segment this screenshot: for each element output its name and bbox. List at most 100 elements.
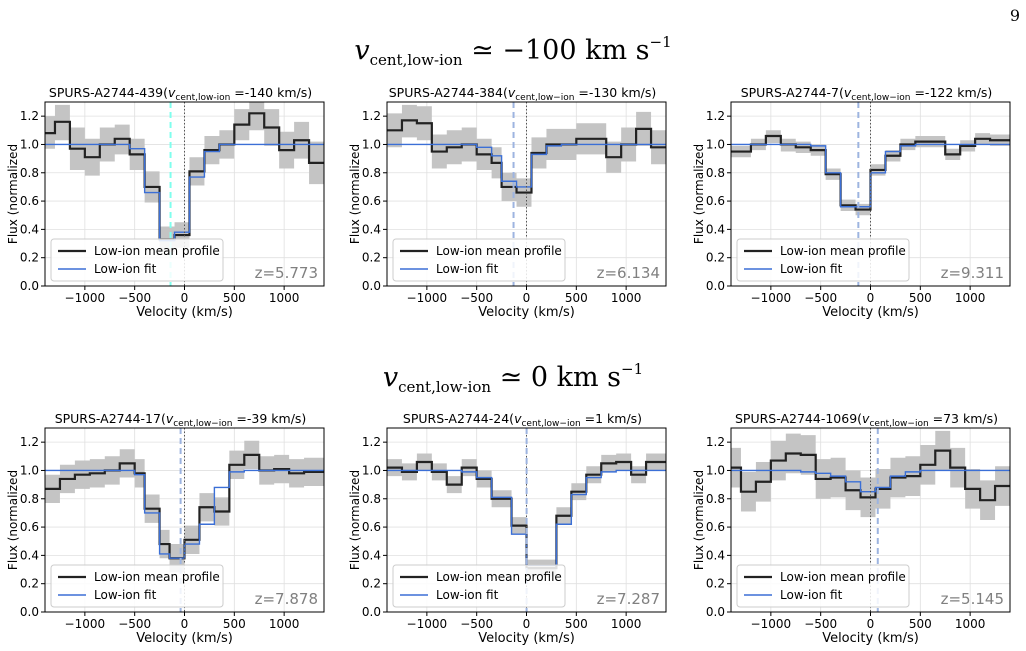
title-v-symbol: v xyxy=(514,411,522,426)
error-band xyxy=(387,104,666,207)
fit-line xyxy=(731,469,1010,493)
spectrum-panel: −1000 −500 0 500 1000 0.0 0.2 0.4 0.6 0.8 1.0 1.2 Ve… xyxy=(348,85,667,320)
legend-box xyxy=(50,238,224,282)
y-axis-label: Flux (normalized xyxy=(348,144,362,244)
title-object-name: SPURS-A2744-384( xyxy=(389,85,508,100)
title-value: =-140 km/s) xyxy=(230,85,312,100)
x-tick-label: 500 xyxy=(223,291,246,305)
title-v-symbol: v xyxy=(508,85,516,100)
y-tick-label: 0.0 xyxy=(706,605,725,619)
x-axis-label: Velocity (km/s) xyxy=(136,631,233,646)
heading-superscript: −1 xyxy=(649,33,672,51)
redshift-label: z=9.311 xyxy=(941,264,1004,282)
x-tick-label: −1000 xyxy=(407,617,448,631)
title-object-name: SPURS-A2744-439( xyxy=(49,85,168,100)
y-tick-label: 0.6 xyxy=(20,520,39,534)
legend-fit-label: Low-ion fit xyxy=(780,262,843,276)
legend-profile-label: Low-ion mean profile xyxy=(94,244,220,258)
x-tick-label: 0 xyxy=(867,617,875,631)
title-subscript: cent,low−ion xyxy=(869,419,928,429)
spectrum-panel: −1000 −500 0 500 1000 0.0 0.2 0.4 0.6 0.8 1.0 1.2 Ve… xyxy=(348,411,667,646)
x-axis-label: Velocity (km/s) xyxy=(822,631,919,646)
y-tick-label: 0.8 xyxy=(362,492,381,506)
y-tick-label: 0.8 xyxy=(706,166,725,180)
redshift-label: z=7.878 xyxy=(255,590,318,608)
title-object-name: SPURS-A2744-1069( xyxy=(735,411,862,426)
y-tick-label: 1.0 xyxy=(362,137,381,151)
title-v-symbol: v xyxy=(862,411,870,426)
title-v-symbol: v xyxy=(844,85,852,100)
x-tick-label: 0 xyxy=(867,291,875,305)
x-tick-label: 500 xyxy=(223,617,246,631)
y-tick-label: 0.4 xyxy=(706,222,725,236)
legend-fit-label: Low-ion fit xyxy=(94,588,157,602)
x-tick-label: −500 xyxy=(460,291,493,305)
y-tick-label: 1.2 xyxy=(706,109,725,123)
heading-subscript: cent,low-ion xyxy=(398,378,492,396)
y-tick-label: 0.2 xyxy=(362,577,381,591)
plot-area xyxy=(45,428,324,612)
legend-fit-label: Low-ion fit xyxy=(94,262,157,276)
title-subscript: cent,low−ion xyxy=(521,419,580,429)
x-tick-label: −500 xyxy=(118,291,151,305)
y-axis-label: Flux (normalized xyxy=(692,470,706,570)
title-object-name: SPURS-A2744-24( xyxy=(403,411,514,426)
x-tick-label: −1000 xyxy=(751,617,792,631)
x-tick-label: −500 xyxy=(804,617,837,631)
x-axis-label: Velocity (km/s) xyxy=(136,305,233,320)
y-tick-label: 0.4 xyxy=(20,548,39,562)
y-axis-label: Flux (normalized xyxy=(348,470,362,570)
title-v-symbol: v xyxy=(168,85,176,100)
x-tick-label: 500 xyxy=(909,617,932,631)
y-tick-label: 0.2 xyxy=(706,251,725,265)
x-axis-label: Velocity (km/s) xyxy=(478,631,575,646)
redshift-label: z=7.287 xyxy=(597,590,660,608)
x-tick-label: 1000 xyxy=(269,291,300,305)
mean-profile-line xyxy=(387,119,666,194)
title-object-name: SPURS-A2744-7( xyxy=(741,85,844,100)
title-object-name: SPURS-A2744-17( xyxy=(55,411,166,426)
x-tick-label: −1000 xyxy=(407,291,448,305)
spectrum-panel: −1000 −500 0 500 1000 0.0 0.2 0.4 0.6 0.8 1.0 1.2 Ve… xyxy=(692,411,1011,646)
error-band xyxy=(45,440,324,573)
y-tick-label: 0.6 xyxy=(706,520,725,534)
x-tick-label: −1000 xyxy=(65,291,106,305)
y-tick-label: 0.0 xyxy=(20,605,39,619)
y-axis-label: Flux (normalized xyxy=(6,144,20,244)
x-tick-label: 1000 xyxy=(611,617,642,631)
x-tick-label: 1000 xyxy=(269,617,300,631)
x-tick-label: 1000 xyxy=(955,617,986,631)
y-tick-label: 1.0 xyxy=(706,137,725,151)
y-tick-label: 0.0 xyxy=(362,605,381,619)
y-tick-label: 1.2 xyxy=(362,435,381,449)
legend-profile-label: Low-ion mean profile xyxy=(436,244,562,258)
legend: Low-ion mean profile Low-ion fit xyxy=(50,238,224,282)
legend: Low-ion mean profile Low-ion fit xyxy=(736,564,910,608)
x-tick-label: −500 xyxy=(804,291,837,305)
heading-superscript: −1 xyxy=(621,360,644,378)
heading-symbol: v xyxy=(354,35,370,66)
x-tick-label: 0 xyxy=(523,291,531,305)
x-tick-label: 0 xyxy=(523,617,531,631)
y-tick-label: 0.0 xyxy=(362,279,381,293)
legend-profile-label: Low-ion mean profile xyxy=(436,570,562,584)
y-tick-label: 0.4 xyxy=(362,222,381,236)
panel-title: SPURS-A2744-24(vcent,low−ion =1 km/s) xyxy=(403,411,642,429)
y-tick-label: 0.2 xyxy=(20,577,39,591)
x-tick-label: 1000 xyxy=(955,291,986,305)
legend: Low-ion mean profile Low-ion fit xyxy=(736,238,910,282)
x-tick-label: 500 xyxy=(565,291,588,305)
spectrum-panel: −1000 −500 0 500 1000 0.0 0.2 0.4 0.6 0.8 1.0 1.2 Ve… xyxy=(6,85,325,320)
title-subscript: cent,low−ion xyxy=(851,93,910,103)
fit-line xyxy=(45,143,324,242)
y-tick-label: 0.4 xyxy=(362,548,381,562)
x-tick-label: −1000 xyxy=(65,617,106,631)
panel-title: SPURS-A2744-7(vcent,low−ion =-122 km/s) xyxy=(741,85,993,103)
panel-title: SPURS-A2744-1069(vcent,low−ion =73 km/s) xyxy=(735,411,998,429)
y-tick-label: 0.6 xyxy=(362,194,381,208)
legend-profile-label: Low-ion mean profile xyxy=(780,244,906,258)
x-tick-label: 1000 xyxy=(611,291,642,305)
y-tick-label: 1.0 xyxy=(20,137,39,151)
panel-title: SPURS-A2744-384(vcent,low−ion =-130 km/s… xyxy=(389,85,657,103)
title-value: =1 km/s) xyxy=(581,411,642,426)
